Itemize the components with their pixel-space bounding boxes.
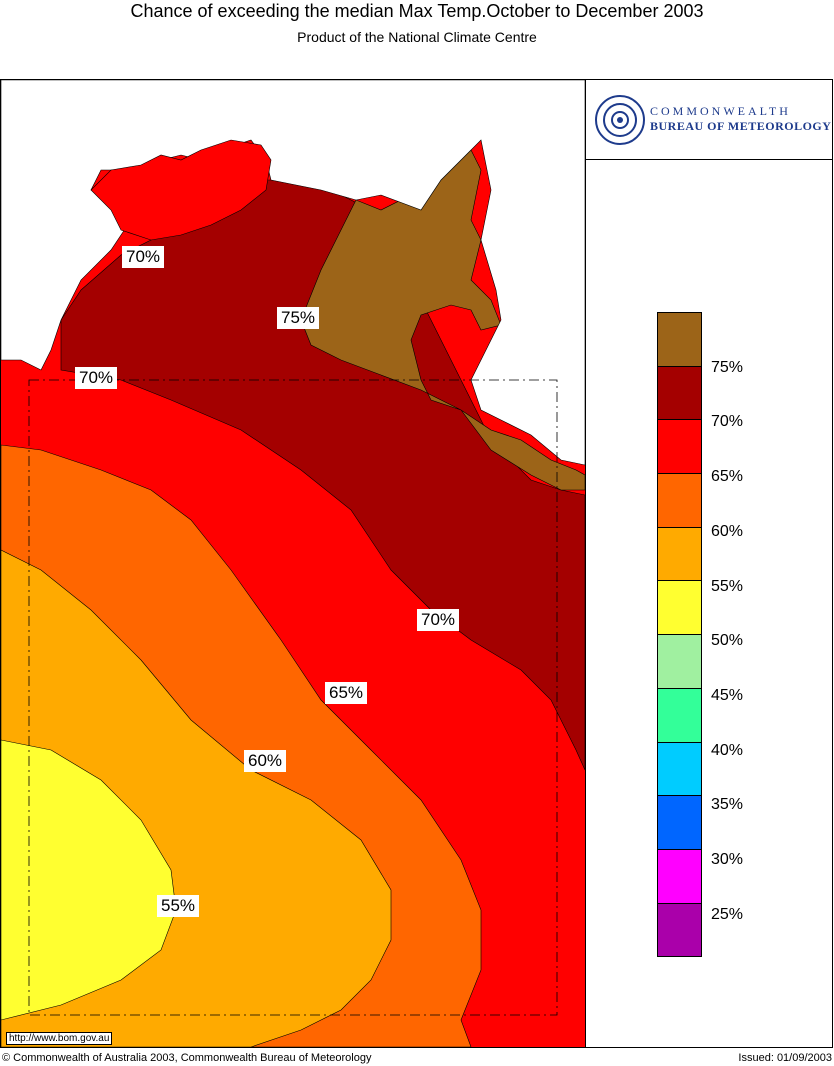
contour-label: 70% xyxy=(75,367,118,389)
bom-swirl-icon xyxy=(595,95,645,145)
legend-label: 40% xyxy=(711,741,744,759)
legend-swatch xyxy=(657,902,702,958)
legend-swatch xyxy=(657,473,702,528)
legend-label: 75% xyxy=(711,358,744,376)
legend-label: 65% xyxy=(711,468,744,486)
map-subtitle: Product of the National Climate Centre xyxy=(297,29,537,45)
legend-swatch xyxy=(657,848,702,904)
legend-swatch xyxy=(657,634,702,689)
legend-label: 55% xyxy=(711,577,744,595)
legend-label: 50% xyxy=(711,632,744,650)
legend-swatch xyxy=(657,580,702,636)
logo-text-bureau: BUREAU OF METEOROLOGY xyxy=(650,119,832,133)
legend-swatch xyxy=(657,365,702,421)
legend-swatch xyxy=(657,526,702,582)
legend-label: 25% xyxy=(711,905,744,923)
legend-swatch xyxy=(657,795,702,850)
legend-label: 35% xyxy=(711,796,744,814)
probability-map xyxy=(1,80,585,1047)
kimberley-coast xyxy=(90,139,272,241)
legend-label: 30% xyxy=(711,851,744,868)
map-frame xyxy=(0,79,833,1048)
legend-swatch xyxy=(657,741,702,797)
contour-label: 70% xyxy=(417,609,460,631)
legend-swatch xyxy=(657,687,702,743)
bom-logo-box xyxy=(586,80,832,160)
color-legend xyxy=(657,312,702,958)
legend-swatch xyxy=(657,312,702,367)
legend-label: 70% xyxy=(711,413,744,431)
issued-date: Issued: 01/09/2003 xyxy=(738,1052,832,1064)
legend-label: 60% xyxy=(711,522,744,540)
legend-label: 45% xyxy=(711,686,744,704)
bom-url-link[interactable]: http://www.bom.gov.au xyxy=(6,1032,113,1045)
contour-label: 70% xyxy=(122,246,165,268)
copyright-notice: © Commonwealth of Australia 2003, Common… xyxy=(2,1052,372,1064)
side-panel-divider xyxy=(585,80,586,1047)
logo-text-commonwealth: COMMONWEALTH xyxy=(650,104,791,118)
contour-map-svg xyxy=(1,80,585,1047)
map-title: Chance of exceeding the median Max Temp.… xyxy=(130,1,704,21)
contour-label: 65% xyxy=(325,682,368,704)
contour-label: 60% xyxy=(244,750,287,772)
legend-swatch xyxy=(657,419,702,475)
contour-label: 55% xyxy=(157,895,200,917)
grid-boundary xyxy=(28,379,558,1016)
contour-label: 75% xyxy=(277,307,320,329)
ocean-area xyxy=(1,80,585,466)
